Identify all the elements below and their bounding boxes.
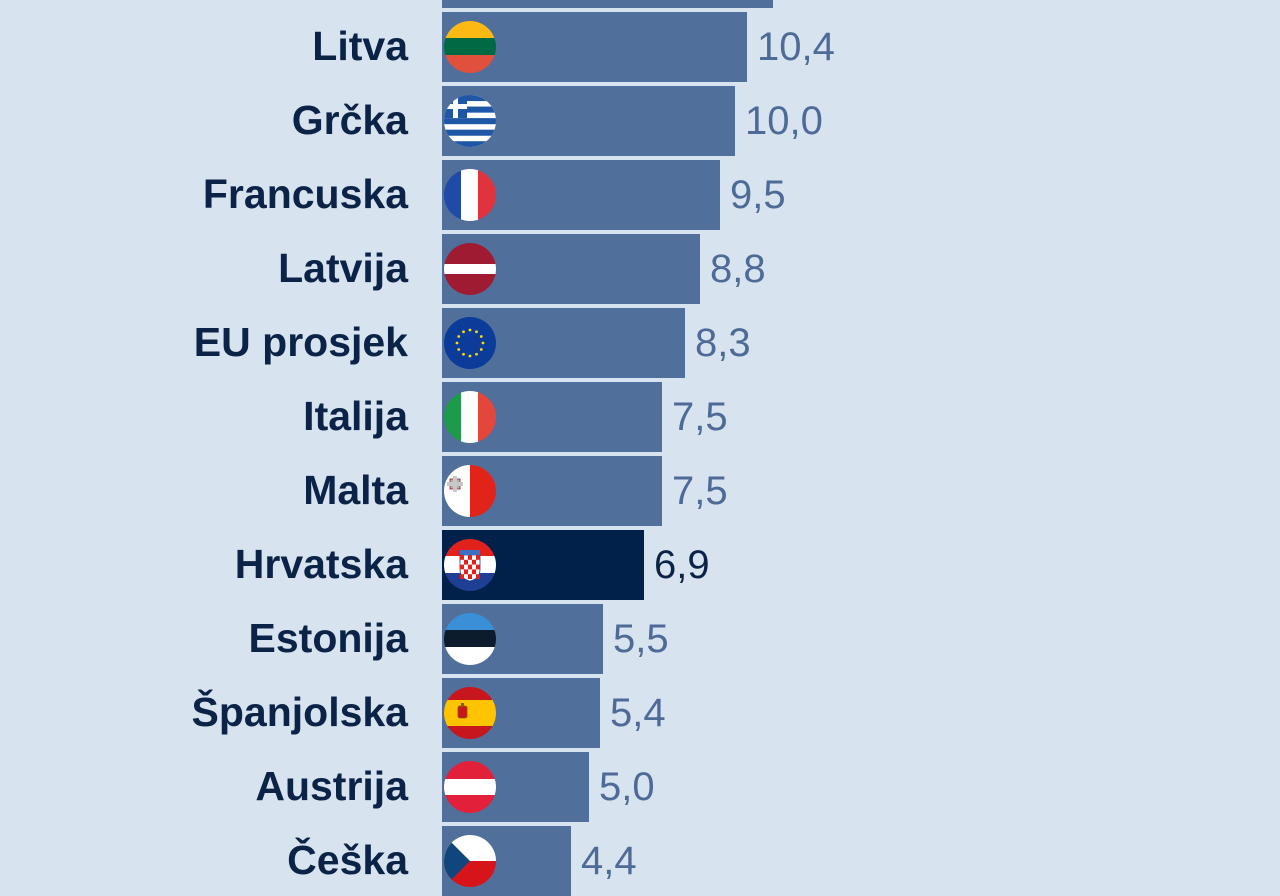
bar-chart: Litva 10,4 Grčka 10,0 Francuska 9,5 Latvija 8,8… (191, 0, 835, 896)
czechia-flag-icon (444, 835, 496, 887)
spain-flag-icon (444, 687, 496, 739)
value-label: 6,9 (654, 543, 710, 587)
france-flag-icon (444, 169, 496, 221)
eu-flag-icon (444, 317, 496, 369)
category-label: Francuska (202, 171, 408, 217)
croatia-flag-icon (444, 539, 496, 591)
category-label: Grčka (291, 97, 408, 143)
category-label: Malta (303, 467, 408, 513)
value-label: 4,4 (581, 839, 637, 883)
estonia-flag-icon (444, 613, 496, 665)
value-label: 7,5 (672, 395, 728, 439)
value-label: 5,0 (599, 765, 655, 809)
value-label: 9,5 (730, 173, 786, 217)
latvia-flag-icon (444, 243, 496, 295)
value-label: 5,5 (613, 617, 669, 661)
category-label: Hrvatska (234, 541, 408, 587)
category-label: Estonija (248, 615, 408, 661)
category-label: EU prosjek (193, 319, 408, 365)
category-label: Španjolska (191, 689, 408, 735)
lithuania-flag-icon (444, 21, 496, 73)
value-label: 5,4 (610, 691, 666, 735)
value-label: 10,0 (745, 99, 823, 143)
value-label: 8,3 (695, 321, 751, 365)
italy-flag-icon (444, 391, 496, 443)
value-label: 10,4 (757, 25, 835, 69)
bar-0 (442, 0, 773, 8)
category-label: Latvija (278, 245, 408, 291)
value-label: 8,8 (710, 247, 766, 291)
category-label: Italija (303, 393, 408, 439)
category-label: Austrija (255, 763, 408, 809)
category-label: Litva (312, 23, 408, 69)
malta-flag-icon (444, 465, 496, 517)
austria-flag-icon (444, 761, 496, 813)
greece-flag-icon (444, 95, 496, 147)
category-label: Češka (287, 837, 408, 883)
value-label: 7,5 (672, 469, 728, 513)
